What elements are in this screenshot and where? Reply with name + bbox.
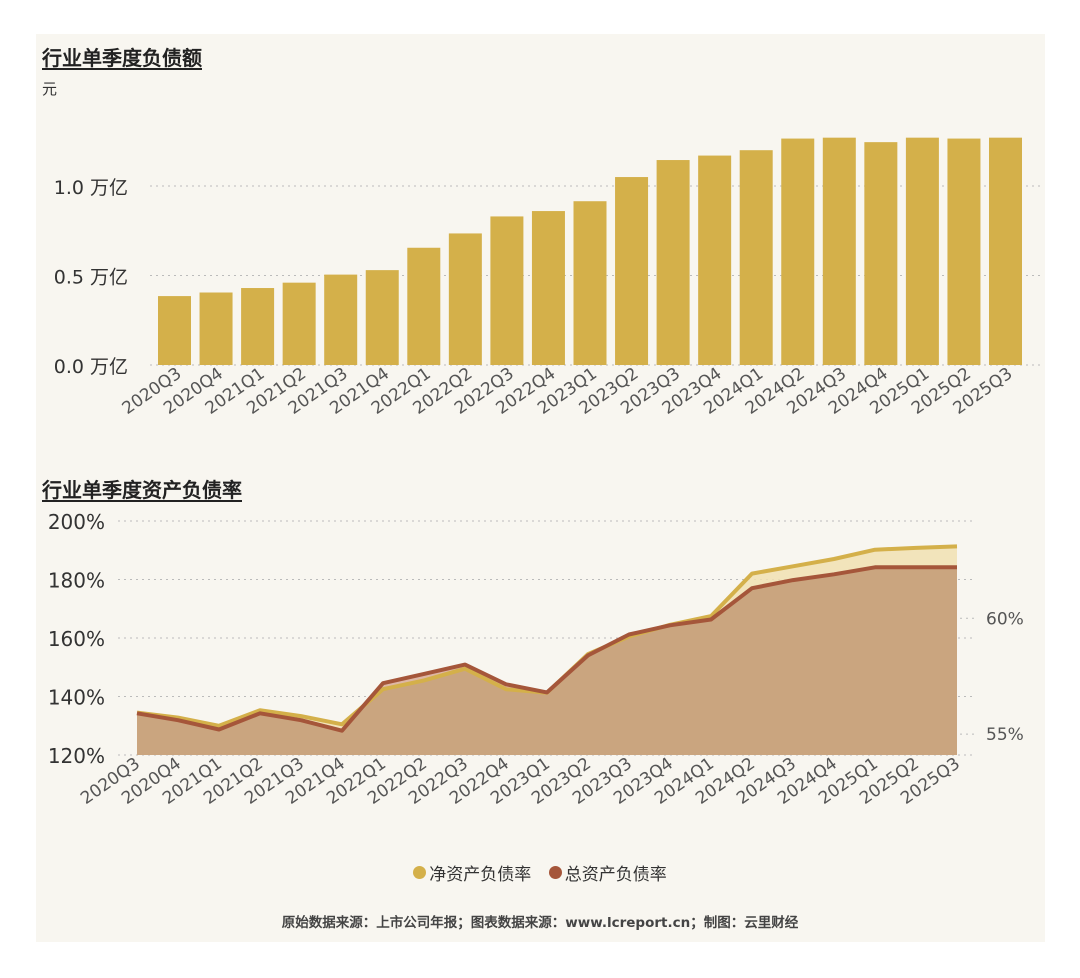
bar-ytick-label-2: 1.0 万亿 [54, 177, 128, 199]
bar-2024Q4 [864, 142, 898, 365]
overlap-area [137, 567, 957, 755]
bar-2024Q3 [822, 137, 856, 365]
legend-item-total: 总资产负债率 [548, 860, 667, 885]
bar-2022Q2 [448, 233, 482, 365]
bar-2025Q2 [947, 138, 981, 365]
legend-label-total: 总资产负债率 [564, 865, 667, 885]
ratio-chart-title: 行业单季度资产负债率 [42, 478, 242, 502]
bar-ytick-label-1: 0.5 万亿 [54, 267, 128, 289]
ratio-left-tick-label-0: 120% [48, 744, 105, 768]
bar-2024Q2 [781, 138, 815, 365]
bar-2025Q3 [989, 137, 1022, 365]
bar-ytick-label-0: 0.0 万亿 [54, 356, 128, 378]
ratio-right-tick-label-1: 60% [986, 609, 1024, 629]
ratio-left-tick-label-2: 160% [48, 627, 105, 651]
bar-chart-title: 行业单季度负债额 [42, 46, 202, 70]
bar-2023Q2 [615, 177, 649, 365]
bar-2021Q1 [241, 288, 275, 365]
bar-2020Q4 [199, 292, 233, 365]
bar-2023Q1 [573, 201, 607, 365]
bar-2020Q3 [158, 296, 191, 365]
legend-dot-total [548, 866, 562, 879]
bar-2021Q4 [365, 270, 399, 365]
bar-2021Q2 [282, 282, 316, 365]
total-ratio-line [136, 565, 957, 733]
ratio-legend: 净资产负债率 总资产负债率 [0, 860, 1080, 885]
bar-2022Q1 [407, 247, 441, 365]
ratio-left-tick-label-1: 140% [48, 686, 105, 710]
legend-item-net: 净资产负债率 [413, 860, 531, 885]
bar-chart-unit-label: 元 [42, 80, 58, 98]
ratio-right-tick-label-0: 55% [986, 725, 1024, 745]
ratio-left-tick-label-4: 200% [48, 510, 105, 534]
bar-2022Q3 [490, 216, 524, 365]
bar-2021Q3 [324, 274, 358, 365]
legend-dot-net [413, 866, 427, 879]
bar-2022Q4 [531, 211, 565, 365]
bar-2025Q1 [905, 137, 939, 365]
debt-ratio-area-chart: 120%140%160%180%200%55%60%2020Q32020Q420… [48, 510, 1024, 809]
source-note: 原始数据来源：上市公司年报；图表数据来源：www.lcreport.cn；制图：… [281, 915, 799, 931]
liability-bar-chart: 0.0 万亿0.5 万亿1.0 万亿2020Q32020Q42021Q12021… [54, 137, 1040, 419]
bar-2023Q4 [698, 155, 732, 365]
bar-2024Q1 [739, 150, 773, 365]
legend-label-net: 净资产负债率 [429, 865, 532, 885]
bar-2023Q3 [656, 160, 690, 365]
ratio-left-tick-label-3: 180% [48, 569, 105, 593]
